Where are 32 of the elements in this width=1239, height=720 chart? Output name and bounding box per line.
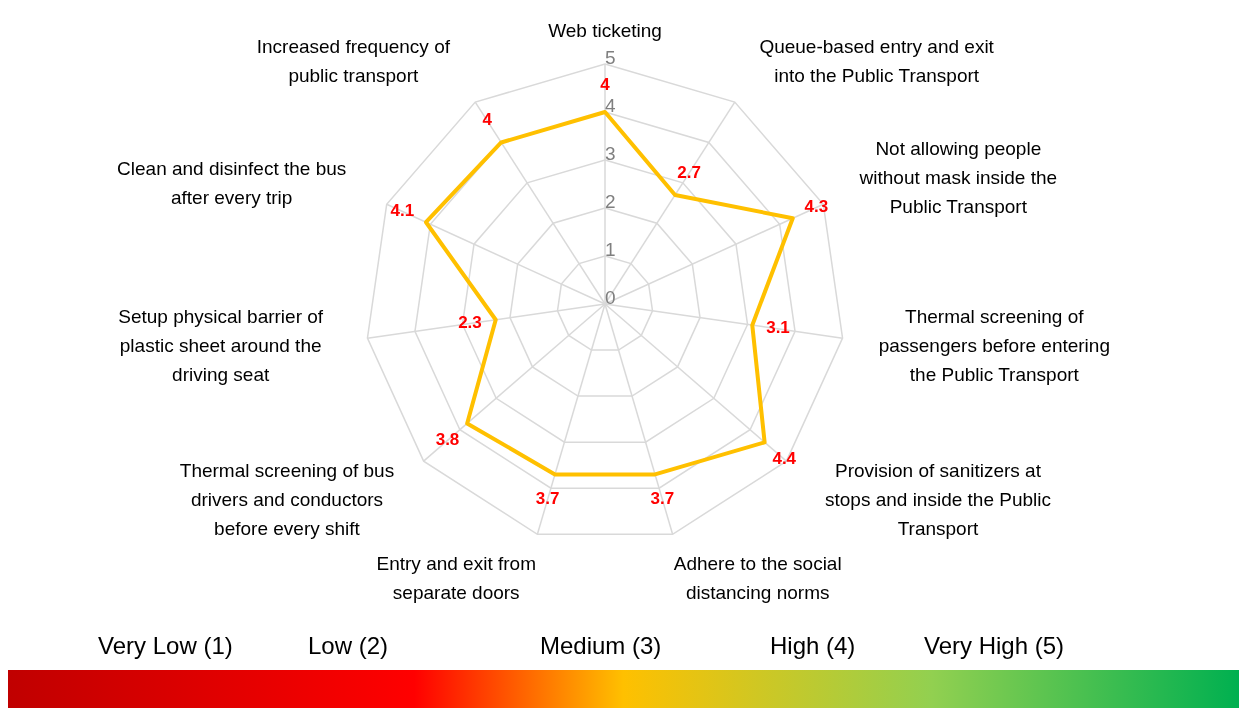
- data-label: 3.7: [535, 488, 560, 508]
- spoke-label: Setup physical barrier of plastic sheet around the driving seat: [118, 305, 324, 385]
- data-label: 3.1: [766, 318, 790, 338]
- text: Medium (3): [540, 632, 662, 660]
- spoke-label: Thermal screening of passengers before entering the Public Transport: [878, 305, 1110, 385]
- spoke-label: Web ticketing: [548, 19, 662, 41]
- y-tick-label: 4: [605, 95, 616, 116]
- text: Very High (5): [924, 632, 1065, 660]
- spoke-label: Clean and disinfect the bus after every trip: [117, 158, 347, 209]
- spoke-label: Queue-based entry and exit into the Public Transport: [759, 36, 995, 87]
- spoke-label: Thermal screening of bus drivers and conductors before every shift: [179, 460, 395, 540]
- text: High (4): [770, 632, 856, 660]
- y-tick-label: 2: [605, 191, 616, 212]
- data-label: 3.8: [435, 429, 460, 449]
- data-label: 4.3: [804, 196, 829, 216]
- data-label: 4.4: [772, 448, 797, 468]
- data-label: 3.7: [650, 488, 675, 508]
- data-label: 2.3: [458, 312, 482, 332]
- text: Low (2): [308, 632, 389, 660]
- data-label: 4.1: [390, 200, 415, 220]
- data-label: 2.7: [677, 162, 701, 182]
- y-tick-label: 3: [605, 143, 616, 164]
- y-tick-label: 1: [605, 239, 616, 260]
- spoke-label: Not allowing people without mask inside the Public Transport: [858, 137, 1058, 217]
- spoke-label: Provision of sanitizers at stops and inside the Public Transport: [824, 460, 1052, 540]
- text: Very Low (1): [98, 632, 233, 660]
- data-label: 4: [482, 110, 493, 130]
- spoke-label: Entry and exit from separate doors: [376, 552, 536, 603]
- spoke-label: Increased frequency of public transport: [256, 36, 451, 87]
- y-tick-label: 0: [605, 287, 616, 308]
- y-tick-label: 5: [605, 47, 616, 68]
- spoke-label: Adhere to the social distancing norms: [673, 552, 842, 603]
